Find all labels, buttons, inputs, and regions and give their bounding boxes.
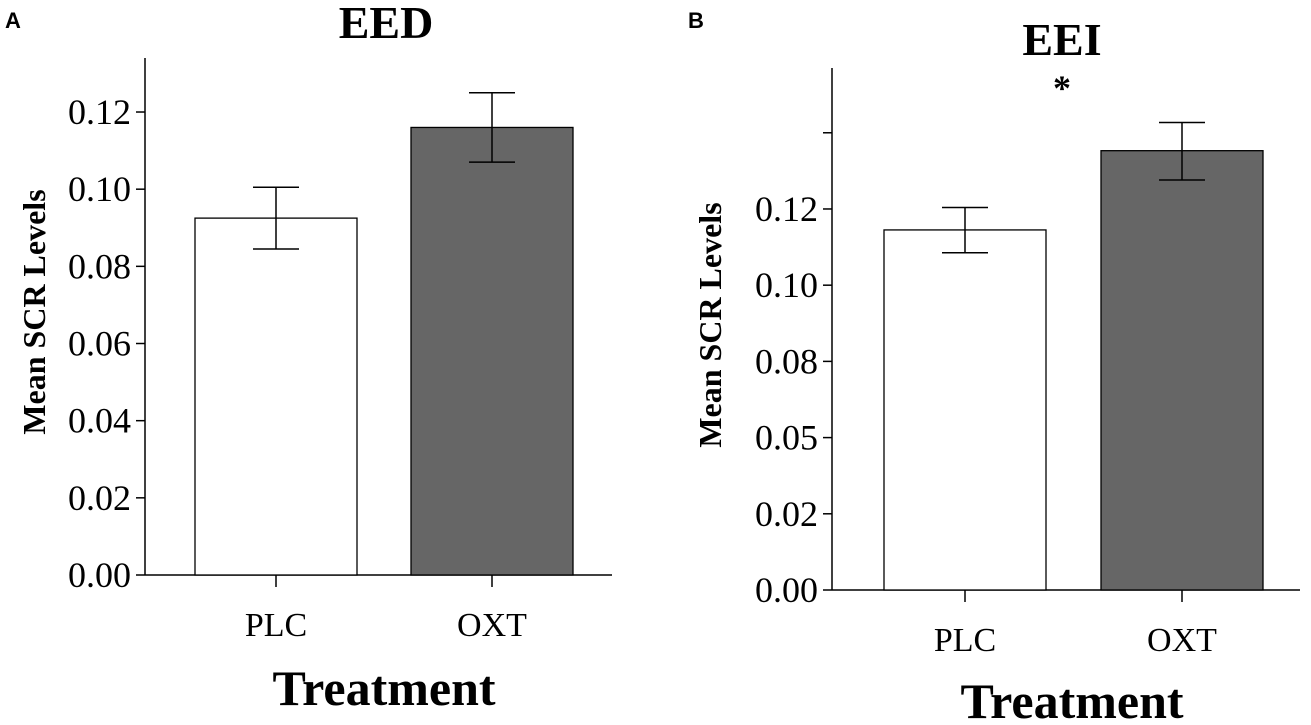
panel-a-y-tick-label: 0.06 <box>68 324 131 364</box>
panel-a-y-tick-label: 0.02 <box>68 478 131 518</box>
panel-a-bar-oxt <box>410 126 574 576</box>
panel-b-letter: B <box>688 8 704 33</box>
panel-a-x-axis-title: Treatment <box>272 660 495 716</box>
panel-b-x-tick-label-plc: PLC <box>934 622 996 659</box>
panel-b-bar-plc <box>883 229 1047 591</box>
panel-a-x-tick-label-oxt: OXT <box>457 607 527 644</box>
panel-a-letter: A <box>5 8 21 33</box>
panel-a-y-tick-label: 0.08 <box>68 246 131 286</box>
panel-a-error-bar-plc <box>253 186 299 250</box>
panel-b-title: EEI <box>1022 14 1101 65</box>
panel-b-y-tick-label: 0.00 <box>755 570 818 610</box>
panel-b-x-axis-title: Treatment <box>960 673 1183 725</box>
panel-b-x-tick-label-oxt: OXT <box>1147 622 1217 659</box>
panel-b-chart: B EEI * Mean SCR Levels Treatment 0.00 0.… <box>688 8 1300 725</box>
panel-a-error-bar-oxt <box>469 91 515 163</box>
panel-a-title: EED <box>339 0 434 48</box>
panel-a-y-tick-label: 0.12 <box>68 92 131 132</box>
panel-b-y-tick-label: 0.12 <box>755 189 818 229</box>
panel-b-y-tick-label: 0.05 <box>755 418 818 458</box>
panel-b-error-bar-oxt <box>1159 121 1205 181</box>
panel-a-bar-plc <box>194 217 358 576</box>
panel-b-y-axis-title: Mean SCR Levels <box>692 202 728 447</box>
panel-b-significance-marker: * <box>1053 68 1071 108</box>
panel-a-y-tick-label: 0.00 <box>68 555 131 595</box>
panel-b-y-tick-label: 0.02 <box>755 494 818 534</box>
panel-a-chart: A EED Mean SCR Levels Treatment 0.00 0.02… <box>5 0 612 716</box>
panel-b-y-tick-label: 0.10 <box>755 265 818 305</box>
panel-a-x-tick-label-plc: PLC <box>245 607 307 644</box>
panel-a-y-tick-label: 0.04 <box>68 401 131 441</box>
panel-b-bar-oxt <box>1100 150 1264 591</box>
panel-a-y-tick-label: 0.10 <box>68 169 131 209</box>
panel-b-y-tick-label: 0.08 <box>755 341 818 381</box>
panel-b-error-bar-plc <box>942 206 988 254</box>
panel-a-y-axis-title: Mean SCR Levels <box>16 189 52 434</box>
